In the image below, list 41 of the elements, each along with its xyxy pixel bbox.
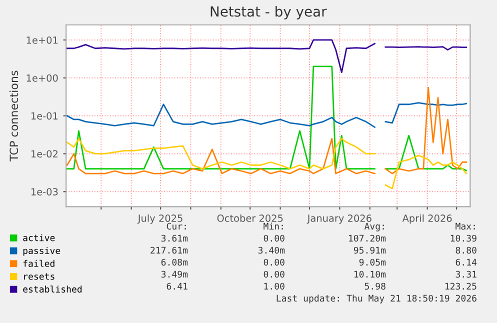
- legend-label: established: [23, 286, 82, 293]
- text: 0.00: [264, 234, 284, 242]
- chart-title: Netstat - by year: [210, 6, 327, 20]
- legend-label: active: [23, 234, 55, 242]
- text: 0.00: [264, 270, 284, 278]
- legend-label: failed: [23, 260, 54, 267]
- text: 10.10m: [354, 270, 386, 278]
- text: 1.00: [264, 282, 284, 290]
- y-tick-label: 1e-02: [31, 150, 58, 158]
- y-tick-label: 1e+01: [26, 36, 58, 44]
- text: 0.00: [264, 258, 284, 266]
- text: 6.41: [166, 282, 188, 290]
- text: 3.40m: [258, 246, 285, 254]
- text: 107.20m: [349, 234, 386, 242]
- text: 217.61m: [150, 246, 188, 254]
- y-axis-title: TCP connections: [9, 70, 18, 162]
- text: 123.25: [445, 282, 476, 290]
- text: Min:: [264, 222, 283, 230]
- x-tick-label: April 2026: [402, 214, 452, 224]
- y-tick-label: 1e-03: [31, 188, 58, 196]
- text: 10.39: [450, 234, 476, 242]
- y-tick-label: 1e-01: [31, 112, 58, 120]
- x-tick-label: January 2026: [306, 214, 372, 224]
- y-tick-label: 1e+00: [26, 74, 58, 82]
- text: 5.98: [364, 282, 386, 290]
- text: 8.80: [456, 246, 476, 254]
- text: Last update: Thu May 21 18:50:19 2026: [276, 294, 476, 304]
- text: 3.49m: [161, 270, 188, 278]
- text: 95.91m: [354, 246, 386, 254]
- text: Cur:: [166, 222, 186, 230]
- text: 6.08m: [161, 258, 188, 266]
- legend-label: passive: [23, 247, 60, 256]
- text: 3.61m: [161, 234, 188, 242]
- text: 3.31: [456, 270, 476, 278]
- text: Max:: [456, 222, 475, 230]
- x-tick-label: July 2025: [137, 214, 182, 224]
- text: 9.05m: [359, 258, 386, 266]
- x-tick-label: October 2025: [217, 214, 283, 222]
- text: Avg:: [364, 222, 384, 232]
- text: 6.14: [456, 258, 477, 266]
- legend-label: resets: [24, 273, 54, 280]
